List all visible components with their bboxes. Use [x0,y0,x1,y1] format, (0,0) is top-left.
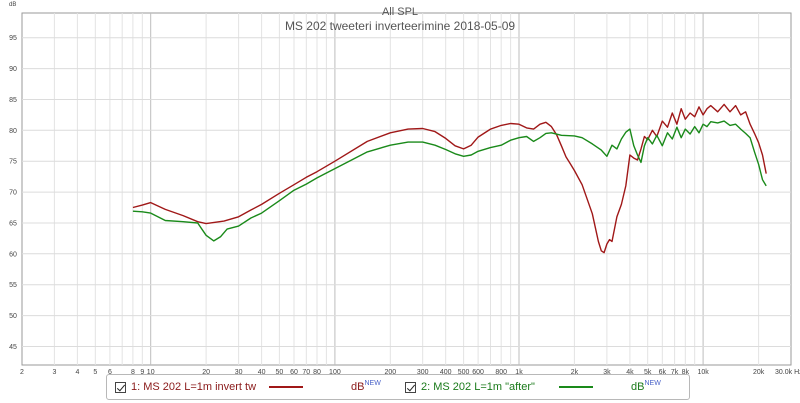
x-tick-labels: 2 3 4 5 6 8 9 10 20 30 40 50 60 70 80 100 200 300 400 500 60… [20,369,800,376]
x-tick-label: 1k [515,369,523,376]
y-grid [22,37,791,347]
y-axis-label: dB [9,2,16,8]
legend-entry-1[interactable]: 1: MS 202 L=1m invert tw [115,375,256,399]
x-tick-label: 7k [671,369,679,376]
legend-badge-2: NEW [644,380,661,387]
x-tick-label: 5 [93,369,97,376]
y-tick-label: 90 [9,66,17,73]
x-tick-label: 600 [472,369,484,376]
y-tick-label: 75 [9,159,17,166]
x-tick-label: 20 [202,369,210,376]
x-tick-label: 10k [697,369,709,376]
legend-unit-2-text: dB [631,381,645,393]
x-tick-label: 40 [258,369,266,376]
y-tick-label: 60 [9,251,17,258]
x-tick-label: 3 [52,369,56,376]
chart-subtitle: MS 202 tweeteri inverteerimine 2018-05-0… [285,19,515,33]
y-tick-label: 55 [9,282,17,289]
x-tick-label: 30 [235,369,243,376]
y-tick-label: 50 [9,313,17,320]
legend-swatch-1 [269,386,303,388]
x-tick-label: 6 [108,369,112,376]
x-tick-label: 6k [659,369,667,376]
x-tick-label: 50 [276,369,284,376]
legend-swatch-2 [559,386,593,388]
legend: 1: MS 202 L=1m invert tw dBNEW 2: MS 202… [106,374,690,400]
x-tick-label: 100 [329,369,341,376]
x-tick-label: 10 [147,369,155,376]
legend-unit-1: dBNEW [351,380,381,393]
x-tick-label: 8k [682,369,690,376]
x-tick-label: 500 [458,369,470,376]
x-tick-label: 60 [290,369,298,376]
x-tick-label: 5k [644,369,652,376]
series-1-checkbox[interactable] [115,381,126,393]
x-tick-label: 4k [626,369,634,376]
x-tick-label: 20k [753,369,765,376]
y-tick-label: 70 [9,190,17,197]
y-tick-label: 85 [9,97,17,104]
legend-unit-1-text: dB [351,381,365,393]
x-tick-label: 2k [571,369,579,376]
y-tick-label: 95 [9,35,17,42]
x-tick-label: 70 [302,369,310,376]
series-2-checkbox[interactable] [405,381,416,393]
series-line-1 [132,103,767,254]
legend-label-1: 1: MS 202 L=1m invert tw [131,381,257,393]
plot-area [21,12,792,366]
legend-entry-2[interactable]: 2: MS 202 L=1m "after" [405,375,535,399]
x-grid [53,13,760,365]
y-tick-label: 45 [9,344,17,351]
x-tick-label: 4 [75,369,79,376]
x-tick-label: 80 [313,369,321,376]
x-tick-label: 400 [440,369,452,376]
x-tick-label: 3k [603,369,611,376]
x-tick-label: 8 [131,369,135,376]
legend-badge-1: NEW [364,380,381,387]
y-tick-label: 65 [9,221,17,228]
legend-unit-2: dBNEW [631,380,661,393]
x-tick-label: 9 [140,369,144,376]
series-layer [132,103,767,254]
x-tick-label: 800 [495,369,507,376]
series-line-2 [132,120,767,242]
x-tick-label: 30.0k Hz [775,369,800,376]
chart-title: All SPL [382,6,418,18]
y-tick-label: 80 [9,128,17,135]
legend-label-2: 2: MS 202 L=1m "after" [421,381,535,393]
x-tick-label: 2 [20,369,24,376]
y-tick-labels: 45 50 55 60 65 70 75 80 85 90 95 [9,35,17,351]
x-tick-label: 300 [417,369,429,376]
x-tick-label: 200 [384,369,396,376]
